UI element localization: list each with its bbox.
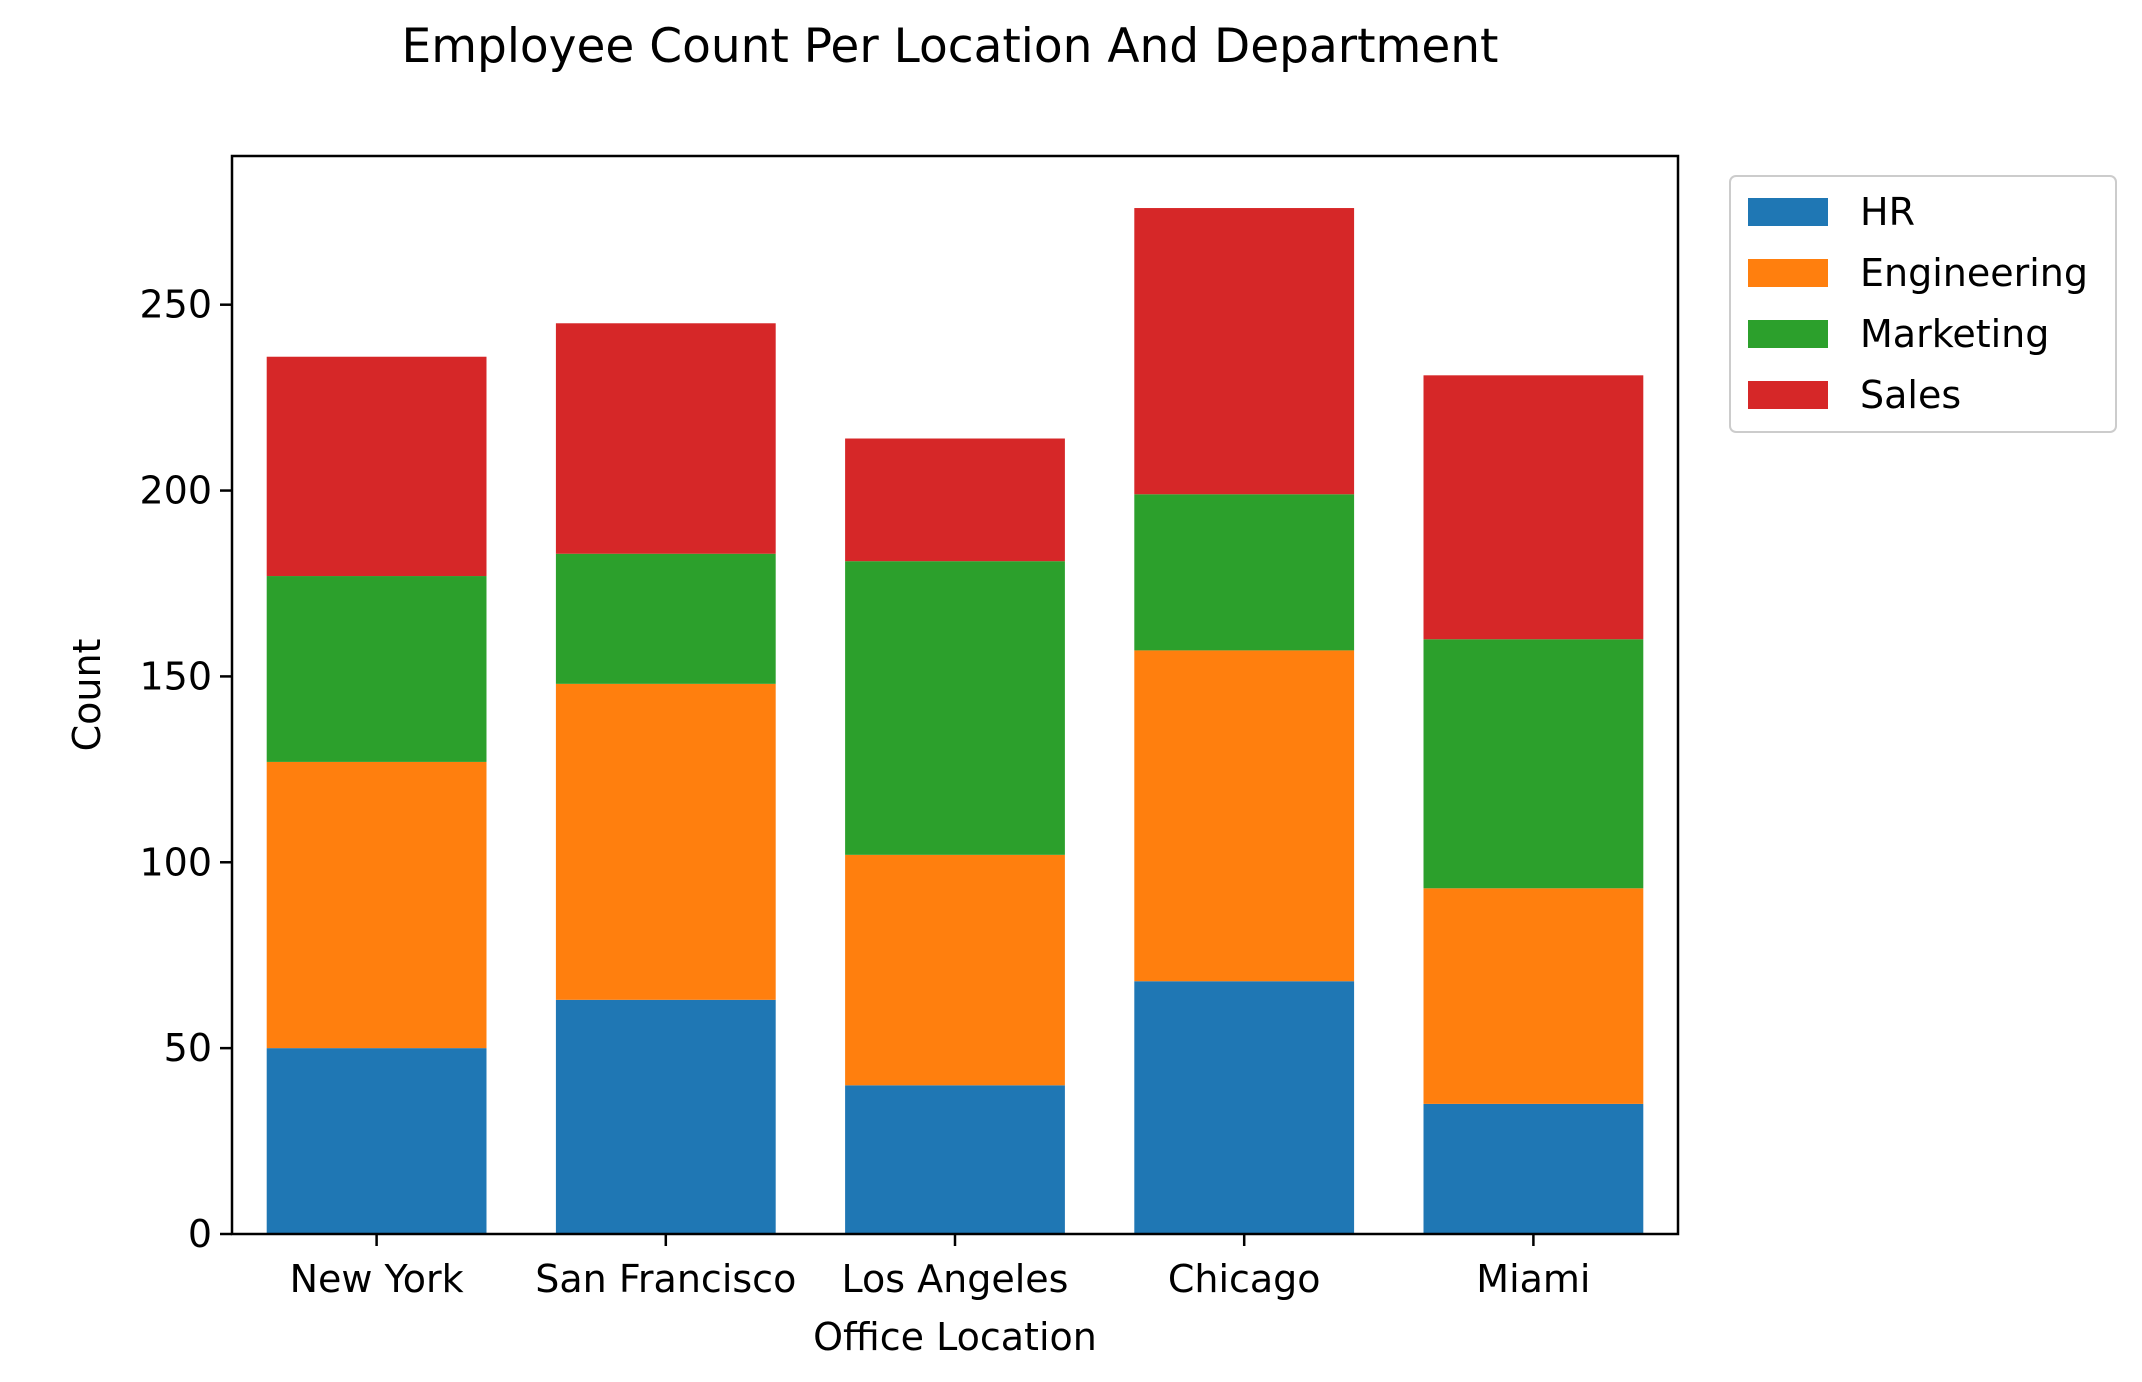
bar-engineering-chicago <box>1134 650 1355 982</box>
bar-sales-miami <box>1423 375 1644 640</box>
x-tick-label: Chicago <box>1168 1257 1321 1301</box>
legend-frame <box>1729 175 2117 433</box>
legend-label-marketing: Marketing <box>1860 312 2049 356</box>
bar-hr-los-angeles <box>845 1085 1065 1234</box>
legend: HR Engineering Marketing Sales <box>1729 175 2117 433</box>
bar-engineering-miami <box>1423 888 1644 1104</box>
y-tick-label: 0 <box>188 1212 212 1256</box>
y-tick-label: 150 <box>139 654 212 698</box>
bar-marketing-san-francisco <box>555 553 776 684</box>
x-tick-label: Los Angeles <box>842 1257 1069 1301</box>
bar-hr-chicago <box>1134 981 1355 1234</box>
y-axis: 0 50 100 150 200 250 <box>139 283 232 1256</box>
y-axis-label: Count <box>65 639 109 752</box>
legend-swatch-engineering <box>1748 259 1828 287</box>
legend-swatch-sales <box>1748 381 1828 409</box>
bar-engineering-san-francisco <box>555 683 776 1000</box>
bar-marketing-new-york <box>266 576 487 762</box>
y-tick-label: 100 <box>139 840 212 884</box>
bar-sales-chicago <box>1134 208 1355 495</box>
x-axis-label: Office Location <box>813 1315 1097 1359</box>
legend-swatch-hr <box>1748 198 1828 226</box>
x-tick-label: New York <box>290 1257 464 1301</box>
bars-group <box>266 208 1644 1234</box>
x-tick-label: Miami <box>1476 1257 1590 1301</box>
bar-engineering-new-york <box>266 761 487 1049</box>
bar-marketing-los-angeles <box>845 561 1065 855</box>
bar-marketing-miami <box>1423 639 1644 889</box>
bar-engineering-los-angeles <box>845 854 1065 1086</box>
bar-sales-san-francisco <box>555 323 776 554</box>
plot-frame <box>230 154 1680 1236</box>
legend-label-engineering: Engineering <box>1860 251 2088 295</box>
x-axis: New York San Francisco Los Angeles Chicago M… <box>290 1234 1591 1301</box>
bar-hr-miami <box>1423 1103 1644 1234</box>
y-tick-label: 50 <box>164 1026 212 1070</box>
bar-marketing-chicago <box>1134 494 1355 651</box>
y-tick-label: 200 <box>139 469 212 513</box>
bar-hr-new-york <box>266 1048 487 1234</box>
legend-swatch-marketing <box>1748 320 1828 348</box>
legend-label-sales: Sales <box>1860 373 1961 417</box>
x-tick-label: San Francisco <box>535 1257 796 1301</box>
bar-sales-los-angeles <box>845 438 1065 562</box>
legend-label-hr: HR <box>1860 190 1915 234</box>
chart-title: Employee Count Per Location And Departme… <box>402 19 1499 74</box>
bar-sales-new-york <box>266 356 487 577</box>
y-tick-label: 250 <box>139 283 212 327</box>
bar-hr-san-francisco <box>555 999 776 1234</box>
